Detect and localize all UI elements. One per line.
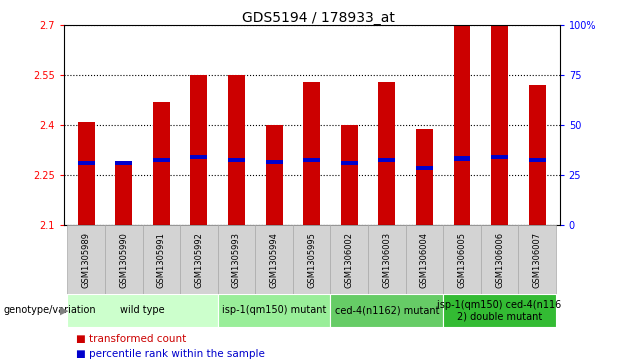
Bar (142, 225, 180, 294)
Bar (443, 225, 481, 294)
Text: isp-1(qm150) mutant: isp-1(qm150) mutant (222, 305, 326, 315)
Text: GSM1305991: GSM1305991 (157, 232, 166, 288)
Bar (293, 225, 331, 294)
Bar (255, 225, 293, 294)
Bar (266, 159, 282, 164)
Bar (190, 155, 207, 159)
Bar (266, 125, 282, 225)
Text: GSM1306006: GSM1306006 (495, 232, 504, 288)
Bar (105, 225, 142, 294)
Text: GSM1305990: GSM1305990 (119, 232, 128, 288)
Bar (115, 161, 132, 166)
Bar (518, 225, 556, 294)
Text: GSM1305995: GSM1305995 (307, 232, 316, 288)
Bar (378, 82, 395, 225)
Bar (190, 76, 207, 225)
Bar (228, 76, 245, 225)
Bar (341, 125, 357, 225)
Bar (491, 25, 508, 225)
Bar (453, 156, 471, 160)
Bar (416, 166, 433, 171)
Bar (180, 225, 218, 294)
Bar (529, 158, 546, 162)
Text: GSM1306003: GSM1306003 (382, 232, 391, 288)
Text: GSM1305994: GSM1305994 (270, 232, 279, 288)
Bar (228, 158, 245, 162)
Bar (303, 82, 320, 225)
Bar (368, 225, 406, 294)
Bar (303, 158, 320, 162)
Bar (218, 294, 331, 327)
Bar (115, 162, 132, 225)
Text: ▶: ▶ (60, 305, 69, 315)
Bar (341, 161, 357, 166)
Text: genotype/variation: genotype/variation (3, 305, 96, 315)
Text: GSM1305992: GSM1305992 (195, 232, 204, 288)
Text: GSM1306002: GSM1306002 (345, 232, 354, 288)
Bar (529, 85, 546, 225)
Bar (331, 294, 443, 327)
Bar (78, 161, 95, 166)
Bar (331, 225, 368, 294)
Text: isp-1(qm150) ced-4(n116
2) double mutant: isp-1(qm150) ced-4(n116 2) double mutant (438, 299, 562, 321)
Bar (218, 225, 255, 294)
Bar (67, 294, 218, 327)
Text: GSM1306007: GSM1306007 (532, 232, 542, 288)
Text: GSM1305989: GSM1305989 (81, 232, 91, 288)
Text: GSM1306004: GSM1306004 (420, 232, 429, 288)
Bar (378, 158, 395, 162)
Text: ■ percentile rank within the sample: ■ percentile rank within the sample (76, 349, 265, 359)
Text: GSM1305993: GSM1305993 (232, 232, 241, 288)
Bar (443, 294, 556, 327)
Bar (153, 158, 170, 162)
Bar (416, 129, 433, 225)
Bar (153, 102, 170, 225)
Text: GSM1306005: GSM1306005 (457, 232, 466, 288)
Text: ced-4(n1162) mutant: ced-4(n1162) mutant (335, 305, 439, 315)
Text: GDS5194 / 178933_at: GDS5194 / 178933_at (242, 11, 394, 25)
Text: wild type: wild type (120, 305, 165, 315)
Text: ■ transformed count: ■ transformed count (76, 334, 186, 344)
Bar (453, 25, 471, 225)
Bar (67, 225, 105, 294)
Bar (78, 122, 95, 225)
Bar (481, 225, 518, 294)
Bar (491, 155, 508, 159)
Bar (406, 225, 443, 294)
